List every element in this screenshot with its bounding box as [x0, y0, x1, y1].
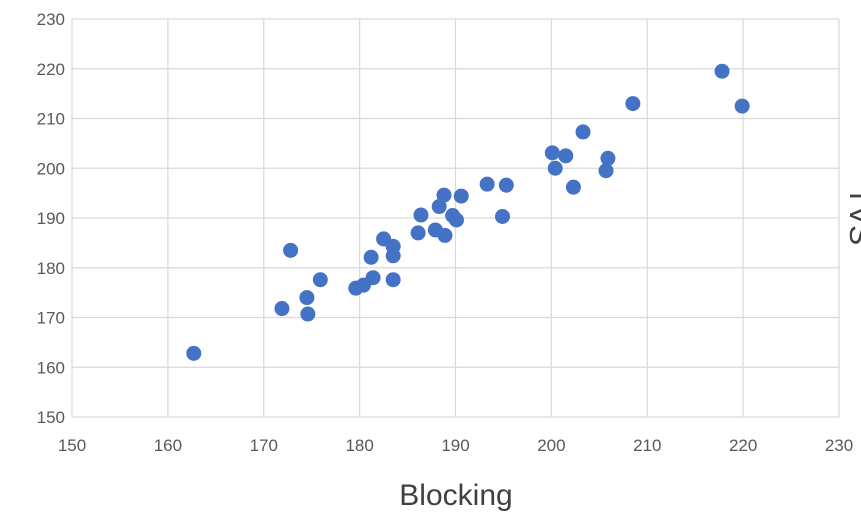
y-tick-label: 180 — [37, 259, 65, 278]
data-point — [558, 148, 574, 164]
x-tick-label: 210 — [633, 436, 661, 455]
data-point — [498, 177, 514, 193]
y-tick-label: 220 — [37, 60, 65, 79]
data-point — [431, 199, 447, 215]
data-point — [547, 160, 563, 176]
data-point — [385, 248, 401, 264]
x-tick-label: 190 — [441, 436, 469, 455]
data-point — [365, 270, 381, 286]
data-point — [437, 227, 453, 243]
y-tick-label: 190 — [37, 209, 65, 228]
y-axis-title: TVS — [843, 187, 861, 245]
y-axis-tick-labels: 150 160 170 180 190 200 210 220 230 — [37, 10, 65, 427]
x-tick-label: 200 — [537, 436, 565, 455]
data-point — [186, 345, 202, 361]
data-point — [453, 188, 469, 204]
data-point — [410, 225, 426, 241]
y-tick-label: 170 — [37, 309, 65, 328]
data-point — [363, 249, 379, 265]
data-point — [300, 306, 316, 322]
y-tick-label: 150 — [37, 408, 65, 427]
data-point — [544, 145, 560, 161]
x-axis-tick-labels: 150 160 170 180 190 200 210 220 230 — [58, 436, 853, 455]
data-point — [312, 272, 328, 288]
y-tick-label: 200 — [37, 159, 65, 178]
data-points — [186, 63, 750, 361]
data-point — [274, 301, 290, 317]
data-point — [565, 179, 581, 195]
data-point — [734, 98, 750, 114]
data-point — [479, 176, 495, 192]
data-point — [575, 124, 591, 140]
data-point — [385, 272, 401, 288]
data-point — [448, 212, 464, 228]
x-tick-label: 160 — [154, 436, 182, 455]
x-tick-label: 170 — [250, 436, 278, 455]
data-point — [600, 150, 616, 166]
y-tick-label: 160 — [37, 358, 65, 377]
data-point — [494, 209, 510, 225]
x-tick-label: 220 — [729, 436, 757, 455]
data-point — [299, 290, 315, 306]
y-tick-label: 210 — [37, 110, 65, 129]
data-point — [283, 242, 299, 258]
data-point — [714, 63, 730, 79]
data-point — [436, 187, 452, 203]
data-point — [598, 163, 614, 179]
x-tick-label: 180 — [345, 436, 373, 455]
x-tick-label: 230 — [825, 436, 853, 455]
data-point — [413, 207, 429, 223]
x-tick-label: 150 — [58, 436, 86, 455]
data-point — [625, 96, 641, 112]
y-tick-label: 230 — [37, 10, 65, 29]
x-axis-title: Blocking — [399, 479, 512, 512]
